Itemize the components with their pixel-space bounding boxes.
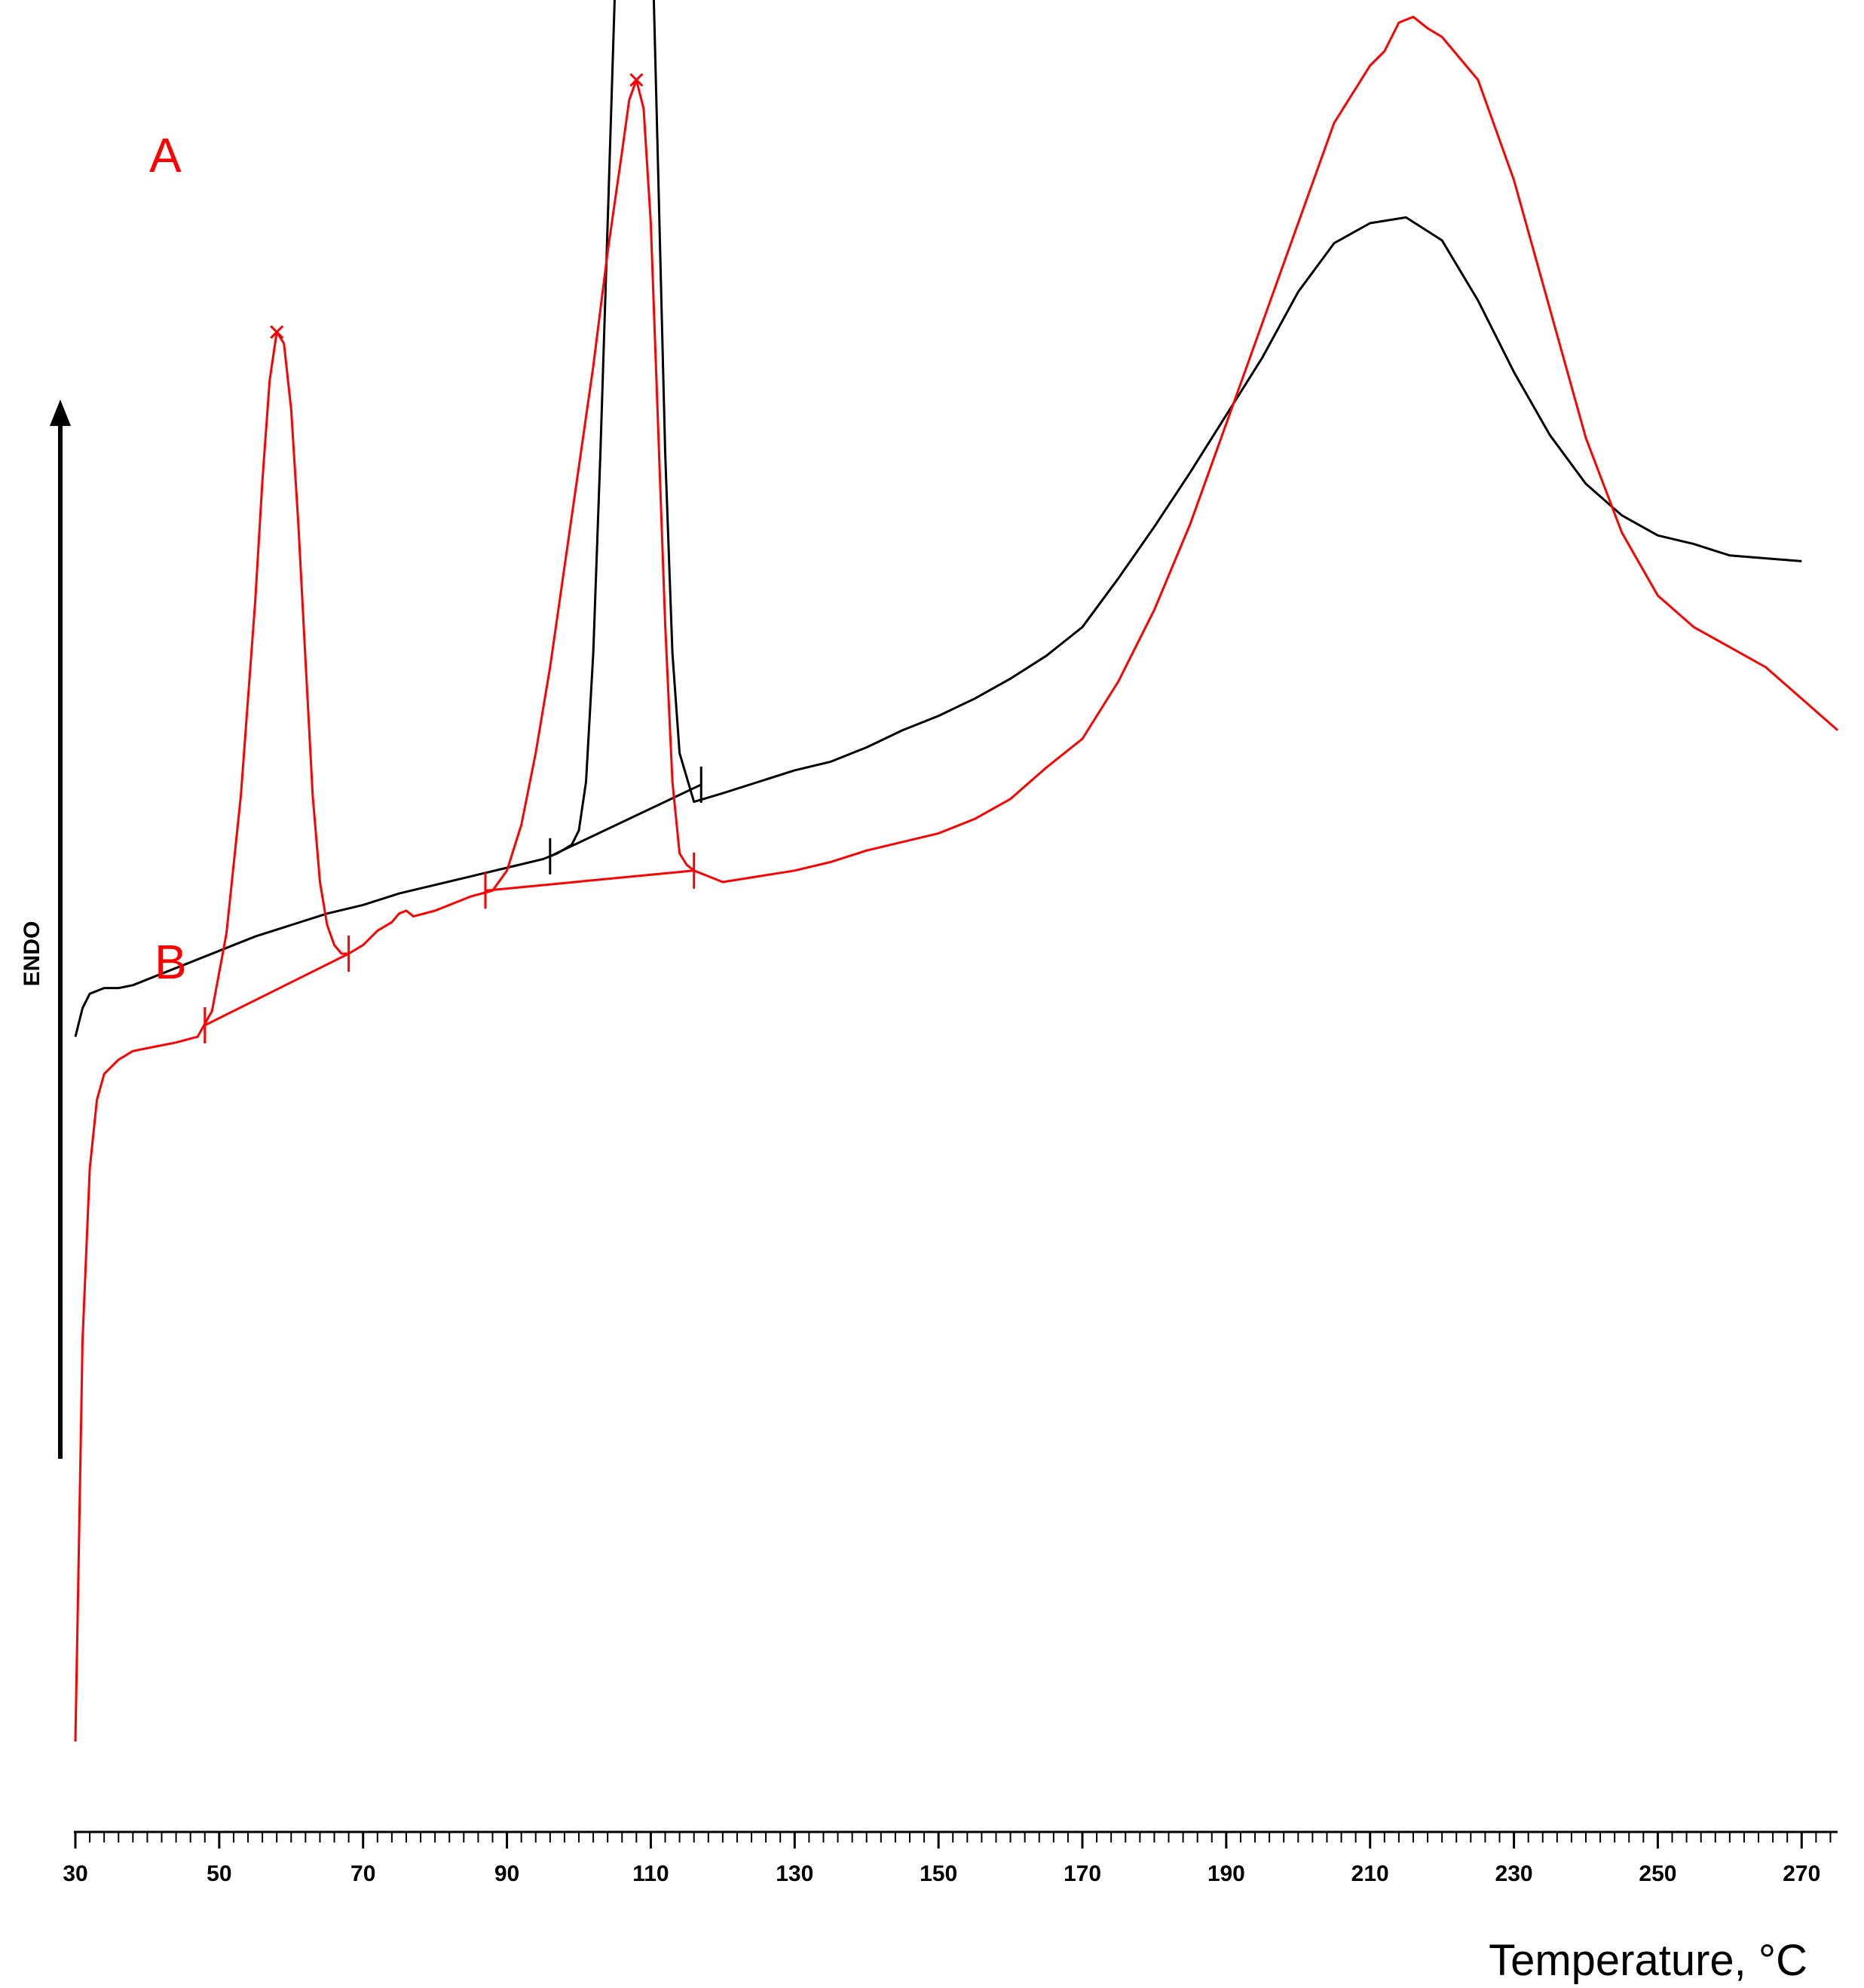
x-tick-label: 130 [776, 1861, 813, 1886]
x-tick-label: 250 [1639, 1861, 1676, 1886]
x-tick-label: 110 [632, 1861, 669, 1886]
x-tick-label: 150 [920, 1861, 957, 1886]
x-tick-label: 30 [63, 1861, 87, 1886]
peak-marker [629, 72, 644, 87]
series-layer [74, 0, 1838, 1742]
curve-label-a: A [149, 128, 182, 182]
endo-axis-arrowhead [50, 400, 71, 426]
x-tick-label: 270 [1783, 1861, 1820, 1886]
series-b [74, 15, 1838, 1742]
curve-b [74, 15, 1838, 1742]
x-tick-label: 190 [1207, 1861, 1245, 1886]
integration-baseline [549, 783, 702, 858]
curve-a [74, 0, 1802, 1037]
x-tick-label: 90 [494, 1861, 519, 1886]
series-a [74, 0, 1802, 1037]
x-tick-label: 50 [207, 1861, 231, 1886]
curve-label-b: B [155, 935, 187, 989]
peak-marker [270, 325, 284, 339]
endo-axis: ENDO [20, 400, 71, 1459]
x-tick-label: 70 [350, 1861, 375, 1886]
x-axis: 30 50 70 90 110 130 150 170 190 210 230 250 270 [63, 1830, 1838, 1886]
x-tick-label: 230 [1495, 1861, 1533, 1886]
integration-baseline [485, 869, 694, 892]
x-axis-title: Temperature, °C [1489, 1936, 1807, 1985]
integration-baseline [204, 952, 350, 1027]
x-tick-label: 210 [1351, 1861, 1389, 1886]
x-tick-label: 170 [1064, 1861, 1101, 1886]
y-axis-title: ENDO [20, 921, 44, 987]
